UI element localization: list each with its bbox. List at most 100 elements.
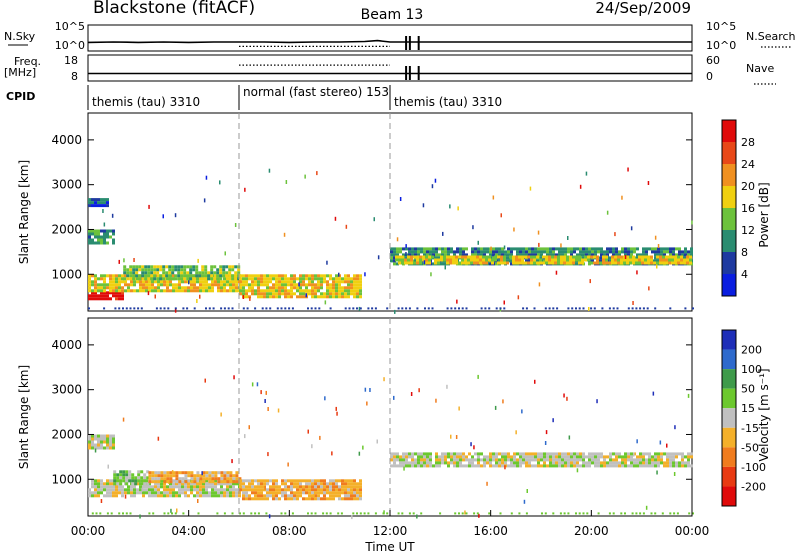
range-time-cell (414, 452, 417, 456)
range-time-cell (461, 255, 464, 259)
range-time-cell (293, 491, 296, 495)
near-range-echo (220, 307, 223, 310)
range-time-cell (561, 461, 564, 465)
range-time-cell (190, 283, 193, 287)
range-time-cell (414, 461, 417, 465)
near-range-echo (288, 307, 291, 310)
range-time-cell (507, 253, 510, 257)
range-time-cell (151, 471, 155, 475)
range-time-cell (410, 258, 413, 262)
range-time-cell (130, 283, 133, 287)
range-time-cell (548, 258, 551, 262)
range-time-cell (576, 461, 579, 465)
scatter-echo (369, 388, 371, 392)
range-time-cell (187, 471, 191, 475)
range-time-cell (210, 265, 214, 269)
range-time-cell (128, 479, 132, 483)
scatter-echo (422, 203, 425, 208)
range-time-cell (662, 258, 665, 262)
range-time-cell (543, 250, 546, 254)
range-time-cell (408, 253, 411, 257)
range-time-cell (689, 258, 692, 262)
range-time-cell (525, 247, 528, 251)
range-time-cell (189, 274, 193, 278)
colorbar-tick-label: 24 (741, 158, 755, 171)
range-time-cell (281, 286, 284, 290)
range-time-cell (671, 255, 674, 259)
scatter-echo (500, 213, 502, 218)
range-time-cell (239, 289, 242, 293)
range-time-cell (275, 494, 278, 498)
range-time-cell (492, 464, 495, 468)
near-range-echo (420, 512, 423, 515)
range-time-cell (401, 258, 404, 262)
range-time-cell (181, 280, 184, 284)
range-time-cell (266, 277, 269, 281)
near-range-echo (578, 307, 581, 310)
range-time-cell (602, 258, 605, 262)
scatter-echo (201, 471, 203, 476)
range-time-cell (525, 253, 528, 257)
range-time-cell (495, 461, 498, 465)
range-time-cell (181, 471, 185, 475)
range-time-cell (103, 446, 106, 450)
range-time-cell (510, 458, 513, 462)
scatter-echo (477, 374, 479, 379)
range-time-cell (554, 258, 557, 262)
range-time-cell (356, 283, 359, 287)
range-time-cell (137, 473, 141, 477)
range-time-cell (100, 289, 103, 293)
range-time-cell (594, 461, 597, 465)
range-time-cell (130, 280, 133, 284)
scatter-echo (219, 180, 221, 185)
scatter-echo (472, 225, 474, 230)
nave-rtick-bottom: 0 (706, 70, 713, 83)
range-time-cell (239, 280, 242, 284)
range-time-cell (193, 474, 197, 478)
range-time-cell (266, 295, 269, 299)
range-time-cell (145, 286, 148, 290)
range-time-cell (332, 280, 335, 284)
range-time-cell (248, 295, 251, 299)
range-time-cell (552, 452, 555, 456)
range-time-cell (263, 283, 266, 287)
range-time-cell (134, 476, 138, 480)
range-time-cell (88, 283, 91, 287)
range-time-cell (639, 461, 642, 465)
x-tick-label: 00:00 (675, 524, 710, 538)
range-time-cell (154, 280, 157, 284)
colorbar-tick-label: 100 (741, 363, 762, 376)
range-time-cell (477, 452, 480, 456)
range-time-cell (444, 452, 447, 456)
range-time-cell (157, 485, 160, 489)
range-time-cell (393, 250, 396, 254)
range-time-cell (263, 497, 266, 501)
range-time-cell (420, 461, 423, 465)
scatter-echo (231, 459, 233, 464)
range-time-cell (353, 277, 356, 281)
range-time-cell (435, 455, 438, 459)
range-time-cell (626, 255, 629, 259)
range-time-cell (112, 277, 115, 281)
range-time-cell (489, 253, 492, 257)
range-time-cell (675, 464, 678, 468)
range-time-cell (308, 274, 311, 278)
range-time-cell (196, 479, 199, 483)
range-time-cell (97, 232, 100, 236)
range-time-cell (154, 494, 157, 498)
range-time-cell (103, 485, 106, 489)
range-time-cell (332, 286, 335, 290)
scatter-echo (442, 231, 444, 236)
range-time-cell (290, 479, 293, 483)
range-time-cell (121, 494, 124, 498)
near-range-echo (416, 307, 419, 310)
range-time-cell (129, 268, 133, 272)
range-time-cell (540, 250, 543, 254)
range-time-cell (232, 280, 235, 284)
range-time-cell (684, 250, 687, 254)
near-range-echo (646, 307, 649, 310)
range-time-cell (97, 479, 100, 483)
range-time-cell (157, 474, 161, 478)
range-time-cell (199, 283, 202, 287)
range-time-cell (456, 247, 459, 251)
